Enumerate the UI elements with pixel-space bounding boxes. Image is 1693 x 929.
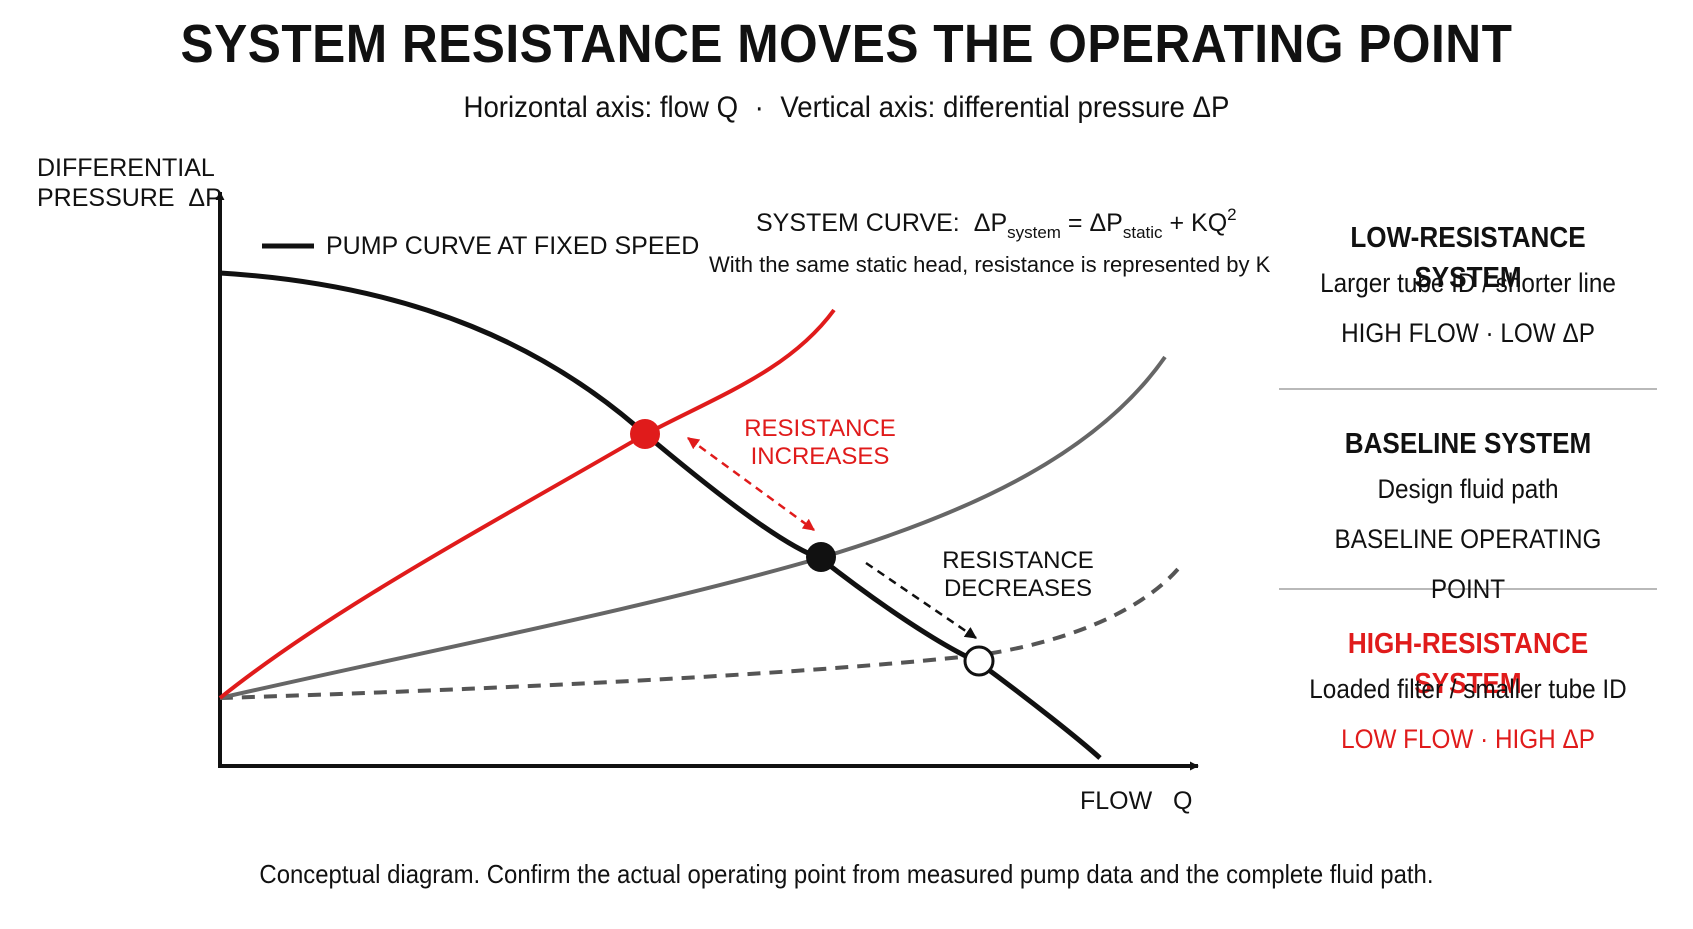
resistance-increases-label-line1: RESISTANCE: [744, 415, 896, 442]
page-title: SYSTEM RESISTANCE MOVES THE OPERATING PO…: [180, 14, 1513, 74]
baseline-result: BASELINE OPERATING POINT: [1334, 524, 1602, 604]
resistance-increases-arrow: [687, 436, 815, 532]
panel-divider-1: [1279, 388, 1657, 390]
high-resistance-description: Loaded filter / smaller tube ID: [1309, 674, 1627, 704]
low-resistance-system-curve: [219, 561, 1185, 700]
x-axis-label: FLOW Q: [1080, 787, 1193, 815]
low-resistance-result: HIGH FLOW · LOW ΔP: [1341, 318, 1595, 348]
subtitle-vertical-axis: Vertical axis: differential pressure ΔP: [780, 91, 1230, 124]
low-resistance-panel: LOW-RESISTANCE SYSTEM Larger tube ID / s…: [1297, 218, 1639, 358]
baseline-panel: BASELINE SYSTEM Design fluid path BASELI…: [1297, 424, 1639, 604]
low-resistance-operating-point: [963, 645, 995, 677]
baseline-title: BASELINE SYSTEM: [1344, 428, 1592, 460]
pump-curve-legend-label: PUMP CURVE AT FIXED SPEED: [326, 232, 699, 260]
resistance-decreases-label-line2: DECREASES: [944, 575, 1092, 602]
y-axis-label-line2: PRESSURE ΔP: [37, 184, 222, 212]
subtitle-separator: ·: [754, 91, 764, 124]
system-curve-note: With the same static head, resistance is…: [709, 252, 1271, 277]
low-resistance-description: Larger tube ID / shorter line: [1320, 268, 1616, 298]
high-resistance-result: LOW FLOW · HIGH ΔP: [1341, 724, 1595, 754]
low-resistance-title: LOW-RESISTANCE SYSTEM: [1350, 222, 1586, 294]
high-resistance-operating-point: [630, 419, 660, 449]
resistance-legend-panel: LOW-RESISTANCE SYSTEM Larger tube ID / s…: [1278, 218, 1658, 764]
resistance-decreases-label-line1: RESISTANCE: [942, 547, 1094, 574]
high-resistance-panel: HIGH-RESISTANCE SYSTEM Loaded filter / s…: [1297, 624, 1639, 764]
system-curve-equation: SYSTEM CURVE: ΔPsystem = ΔPstatic + KQ2: [756, 205, 1237, 242]
pump-curve: [219, 270, 1102, 760]
y-axis-label-line1: DIFFERENTIAL: [37, 154, 215, 182]
baseline-operating-point: [806, 542, 836, 572]
page-subtitle: Horizontal axis: flow Q · Vertical axis: d…: [68, 88, 1626, 128]
panel-divider-2: [1279, 588, 1657, 590]
high-resistance-title: HIGH-RESISTANCE SYSTEM: [1347, 628, 1589, 700]
footer-note: Conceptual diagram. Confirm the actual o…: [259, 859, 1434, 889]
baseline-description: Design fluid path: [1377, 474, 1559, 504]
baseline-system-curve: [219, 355, 1167, 700]
resistance-increases-label-line2: INCREASES: [751, 443, 890, 470]
subtitle-horizontal-axis: Horizontal axis: flow Q: [463, 91, 739, 124]
high-resistance-system-curve: [218, 308, 836, 700]
